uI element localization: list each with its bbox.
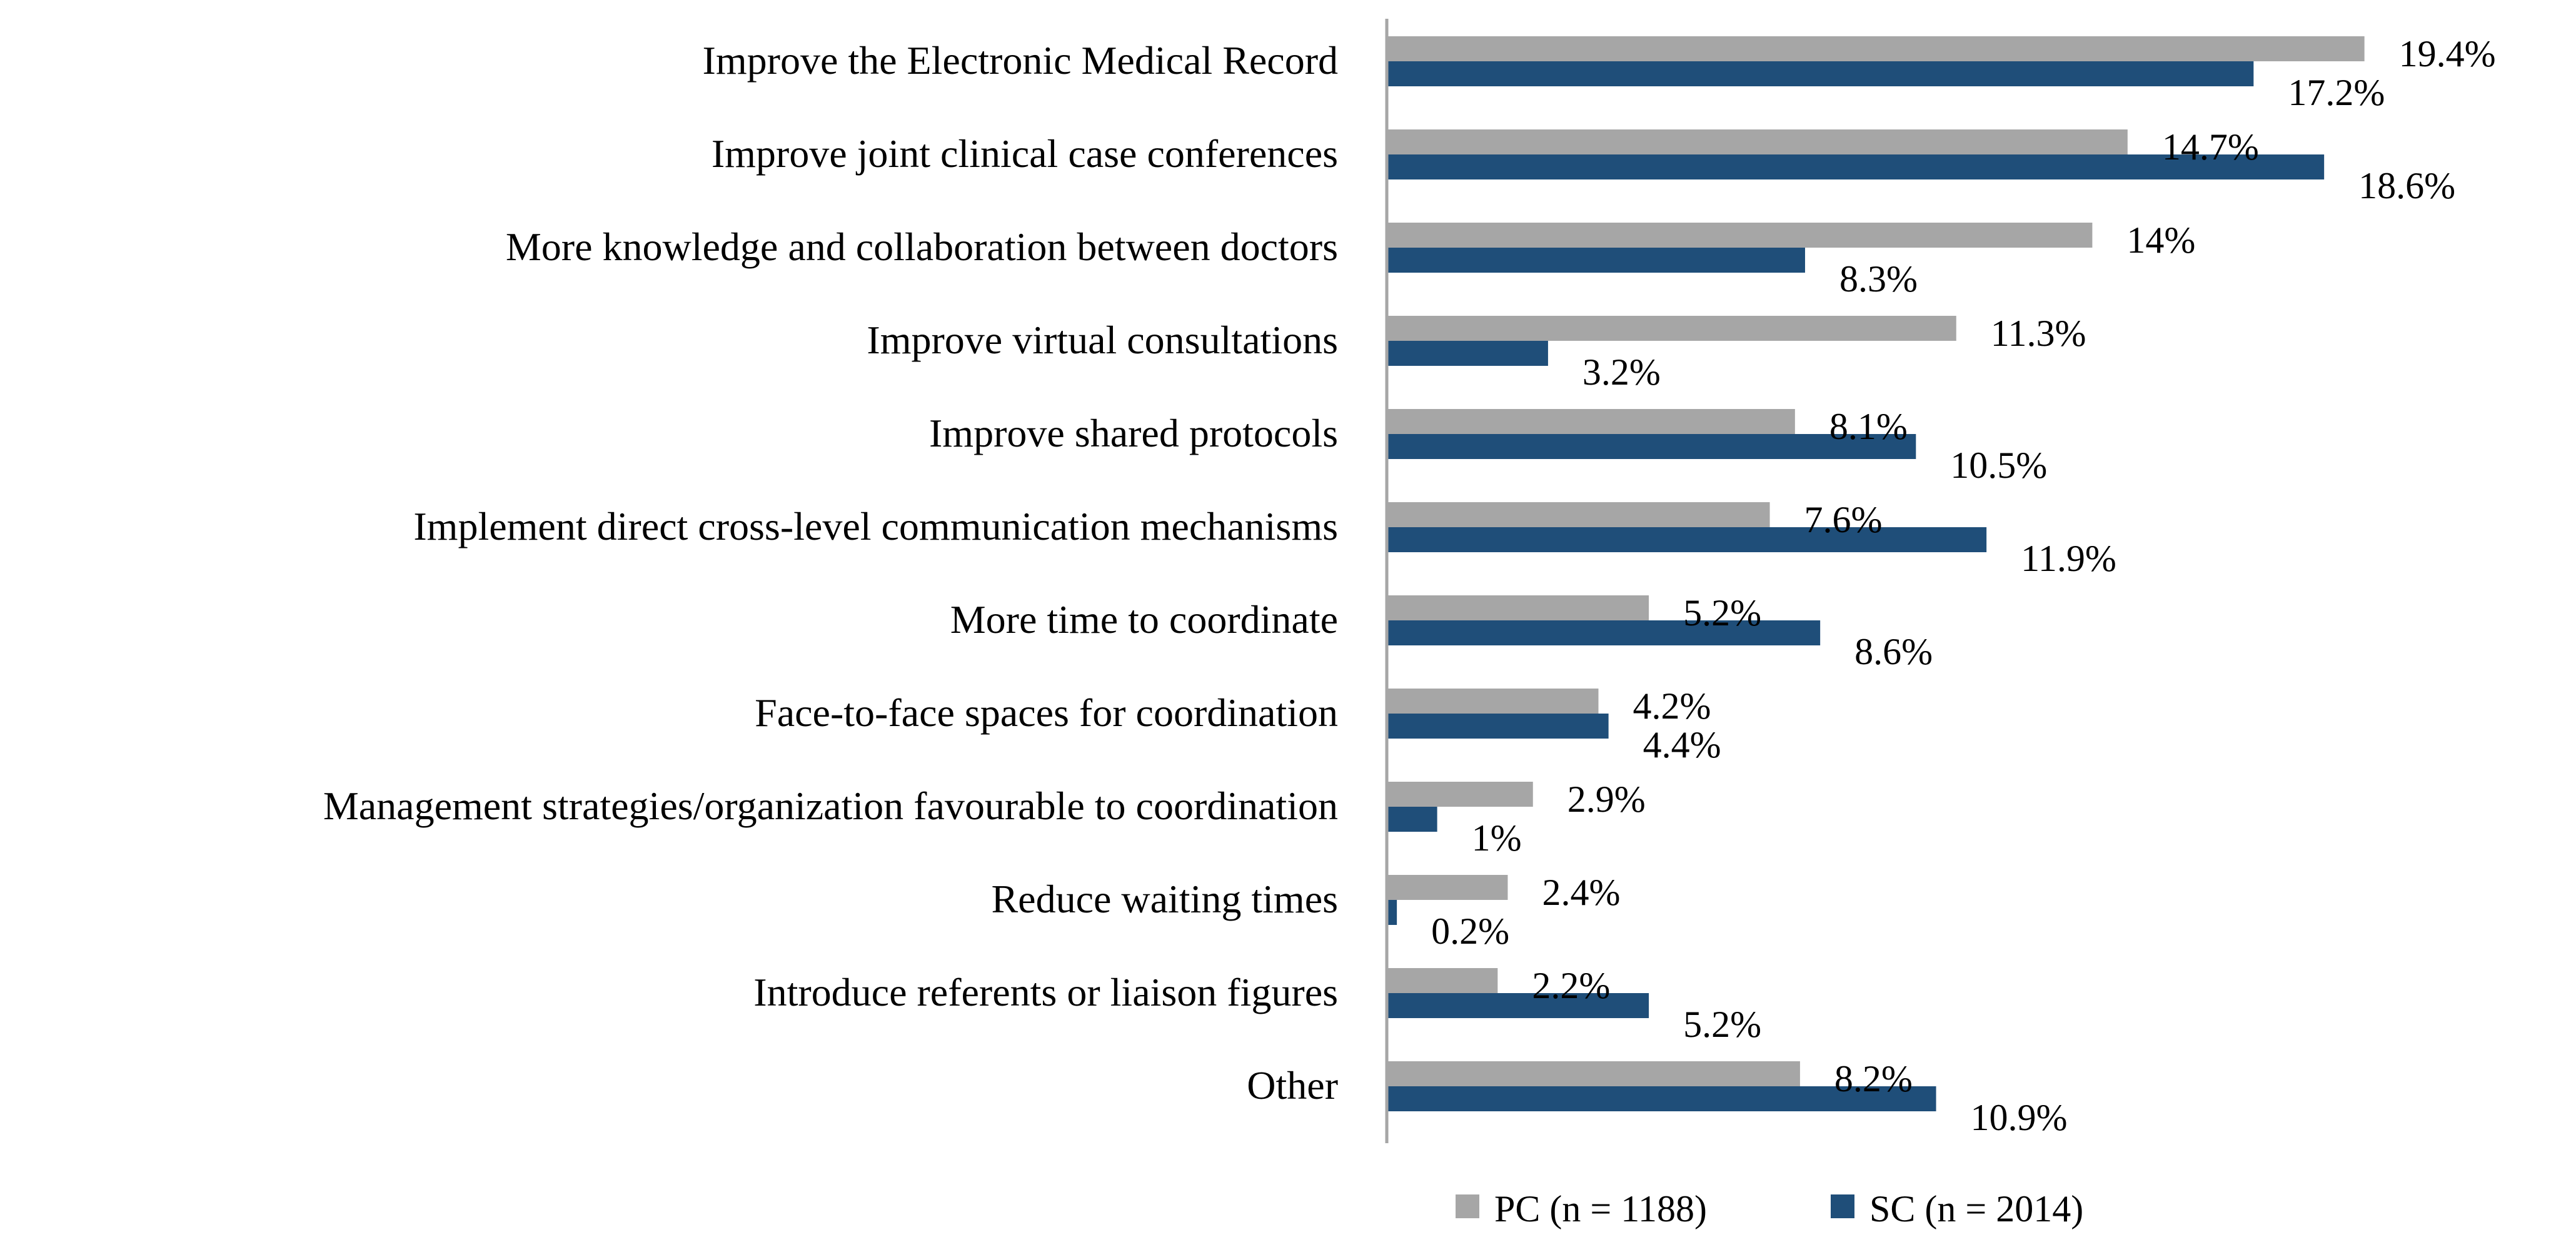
bar-sc (1387, 807, 1437, 832)
data-label-sc: 10.5% (1950, 445, 2047, 486)
legend-swatch-pc (1456, 1194, 1479, 1218)
data-label-pc: 7.6% (1804, 499, 1883, 540)
category-label: More time to coordinate (950, 597, 1338, 642)
category-label: Improve the Electronic Medical Record (703, 38, 1338, 83)
data-label-pc: 14.7% (2162, 126, 2259, 168)
data-label-sc: 10.9% (1971, 1097, 2068, 1138)
data-label-pc: 8.2% (1834, 1058, 1913, 1099)
category-labels: Improve the Electronic Medical Record Imp… (323, 38, 1338, 1108)
bar-sc (1387, 248, 1805, 273)
data-label-sc: 1% (1472, 817, 1522, 859)
category-label: Face-to-face spaces for coordination (755, 690, 1338, 735)
data-label-pc: 19.4% (2399, 33, 2496, 74)
bar-pc (1387, 316, 1956, 341)
category-label: Improve shared protocols (929, 411, 1338, 455)
bar-sc (1387, 434, 1916, 459)
category-label: Reduce waiting times (991, 877, 1338, 921)
bar-pc (1387, 36, 2365, 61)
data-label-pc: 14% (2126, 220, 2195, 261)
data-label-sc: 3.2% (1582, 351, 1661, 393)
data-label-pc: 11.3% (1991, 313, 2086, 354)
bar-pc (1387, 875, 1508, 900)
data-label-sc: 17.2% (2288, 72, 2385, 113)
data-label-pc: 2.9% (1567, 779, 1646, 820)
bar-pc (1387, 409, 1795, 434)
data-label-pc: 2.4% (1542, 872, 1620, 913)
bar-pc (1387, 782, 1533, 807)
data-label-sc: 8.6% (1854, 631, 1933, 672)
bar-sc (1387, 714, 1609, 739)
bar-pc (1387, 968, 1498, 993)
bar-pc (1387, 502, 1770, 527)
bar-sc (1387, 993, 1649, 1018)
data-label-sc: 11.9% (2021, 538, 2116, 579)
bar-pc (1387, 129, 2128, 154)
legend: PC (n = 1188) SC (n = 2014) (1456, 1188, 2083, 1229)
bar-sc (1387, 61, 2254, 86)
bar-pc (1387, 1061, 1800, 1086)
bar-pc (1387, 595, 1649, 620)
data-label-pc: 8.1% (1829, 406, 1908, 447)
bar-sc (1387, 620, 1821, 645)
legend-label-sc: SC (n = 2014) (1869, 1188, 2083, 1229)
category-label: Improve virtual consultations (867, 318, 1338, 362)
category-label: Management strategies/organization favou… (323, 784, 1338, 828)
data-label-pc: 4.2% (1633, 685, 1711, 727)
category-label: Implement direct cross-level communicati… (413, 504, 1338, 548)
bar-sc (1387, 341, 1548, 366)
data-label-sc: 5.2% (1683, 1004, 1761, 1045)
value-labels: 19.4% 17.2% 14.7% 18.6% 14% 8.3% 11.3% 3.2% 8.1%… (1431, 33, 2496, 1138)
bar-pc (1387, 223, 2093, 248)
data-label-sc: 18.6% (2358, 165, 2455, 206)
bar-sc (1387, 1086, 1936, 1111)
category-label: Introduce referents or liaison figures (753, 970, 1338, 1014)
bar-pc (1387, 689, 1599, 714)
legend-label-pc: PC (n = 1188) (1494, 1188, 1707, 1229)
data-label-sc: 4.4% (1643, 724, 1721, 765)
data-label-pc: 2.2% (1532, 965, 1610, 1006)
category-label: Improve joint clinical case conferences (712, 131, 1338, 176)
data-label-sc: 0.2% (1431, 911, 1509, 952)
bars (1387, 36, 2365, 1111)
data-label-pc: 5.2% (1683, 592, 1761, 634)
bar-sc (1387, 154, 2325, 179)
bar-sc (1387, 900, 1397, 925)
legend-swatch-sc (1831, 1194, 1854, 1218)
category-label: Other (1247, 1063, 1338, 1108)
category-label: More knowledge and collaboration between… (506, 225, 1338, 269)
bar-sc (1387, 527, 1987, 552)
data-label-sc: 8.3% (1839, 258, 1918, 300)
